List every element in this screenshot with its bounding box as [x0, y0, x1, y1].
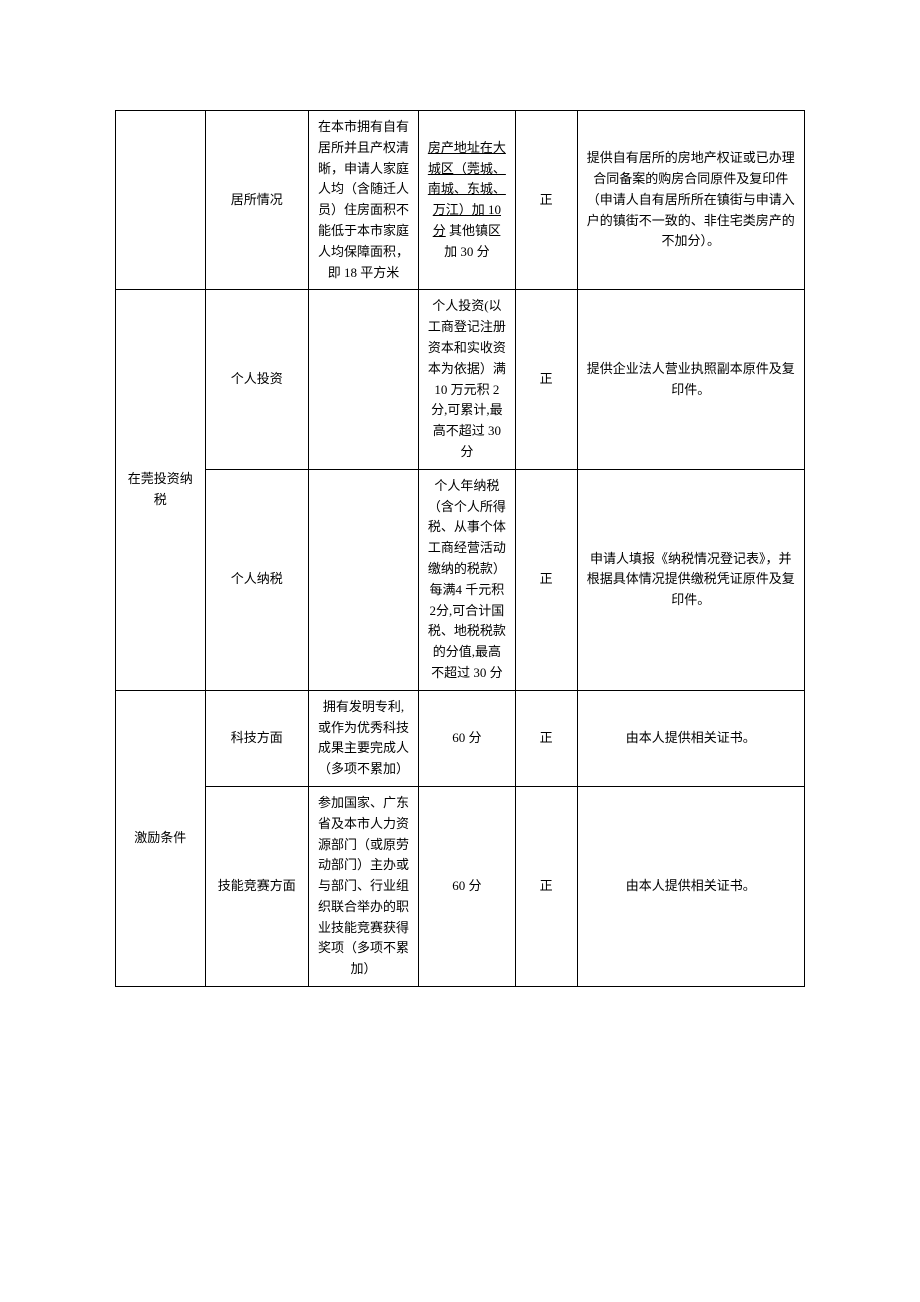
cell-score: 60 分 [419, 690, 515, 786]
cell-category [116, 111, 206, 290]
cell-score: 房产地址在大城区（莞城、南城、东城、万江）加 10 分 其他镇区加 30 分 [419, 111, 515, 290]
cell-note: 提供自有居所的房地产权证或已办理合同备案的购房合同原件及复印件（申请人自有居所所… [577, 111, 804, 290]
cell-score: 个人年纳税（含个人所得税、从事个体工商经营活动缴纳的税款）每满4 千元积 2分,… [419, 469, 515, 690]
cell-category: 在莞投资纳税 [116, 290, 206, 690]
cell-flag: 正 [515, 290, 577, 469]
cell-item: 科技方面 [205, 690, 308, 786]
cell-condition [308, 290, 418, 469]
cell-note: 申请人填报《纳税情况登记表》，并根据具体情况提供缴税凭证原件及复印件。 [577, 469, 804, 690]
cell-item: 居所情况 [205, 111, 308, 290]
cell-flag: 正 [515, 469, 577, 690]
table-row: 个人纳税 个人年纳税（含个人所得税、从事个体工商经营活动缴纳的税款）每满4 千元… [116, 469, 805, 690]
cell-item: 个人纳税 [205, 469, 308, 690]
cell-note: 由本人提供相关证书。 [577, 690, 804, 786]
cell-item: 技能竞赛方面 [205, 786, 308, 986]
table-row: 在莞投资纳税 个人投资 个人投资(以工商登记注册资本和实收资本为依据）满 10 … [116, 290, 805, 469]
cell-score: 个人投资(以工商登记注册资本和实收资本为依据）满 10 万元积 2 分,可累计,… [419, 290, 515, 469]
cell-note: 由本人提供相关证书。 [577, 786, 804, 986]
cell-condition: 拥有发明专利,或作为优秀科技成果主要完成人（多项不累加） [308, 690, 418, 786]
cell-condition: 参加国家、广东省及本市人力资源部门（或原劳动部门）主办或与部门、行业组织联合举办… [308, 786, 418, 986]
cell-flag: 正 [515, 786, 577, 986]
table-row: 技能竞赛方面 参加国家、广东省及本市人力资源部门（或原劳动部门）主办或与部门、行… [116, 786, 805, 986]
cell-note: 提供企业法人营业执照副本原件及复印件。 [577, 290, 804, 469]
table-row: 激励条件 科技方面 拥有发明专利,或作为优秀科技成果主要完成人（多项不累加） 6… [116, 690, 805, 786]
cell-flag: 正 [515, 690, 577, 786]
plain-text: 其他镇区加 30 分 [444, 223, 501, 259]
cell-flag: 正 [515, 111, 577, 290]
cell-condition: 在本市拥有自有居所并且产权清晰，申请人家庭人均（含随迁人员）住房面积不能低于本市… [308, 111, 418, 290]
cell-condition [308, 469, 418, 690]
cell-category: 激励条件 [116, 690, 206, 986]
cell-item: 个人投资 [205, 290, 308, 469]
policy-table: 居所情况 在本市拥有自有居所并且产权清晰，申请人家庭人均（含随迁人员）住房面积不… [115, 110, 805, 987]
cell-score: 60 分 [419, 786, 515, 986]
table-row: 居所情况 在本市拥有自有居所并且产权清晰，申请人家庭人均（含随迁人员）住房面积不… [116, 111, 805, 290]
